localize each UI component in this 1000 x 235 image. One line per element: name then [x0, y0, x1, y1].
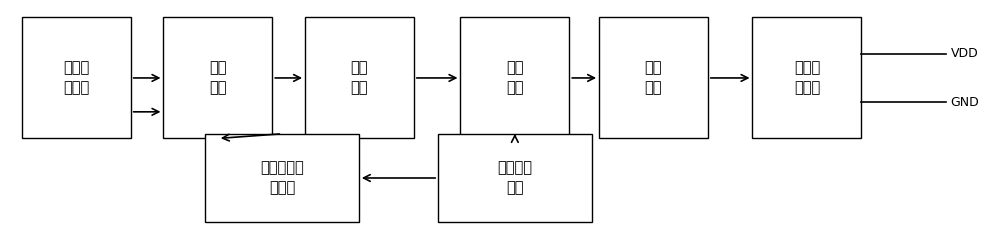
FancyBboxPatch shape	[22, 17, 131, 138]
Text: 开关控制信
号电路: 开关控制信 号电路	[260, 161, 304, 195]
FancyBboxPatch shape	[460, 17, 569, 138]
FancyBboxPatch shape	[752, 17, 861, 138]
FancyBboxPatch shape	[599, 17, 708, 138]
FancyBboxPatch shape	[438, 134, 592, 222]
FancyBboxPatch shape	[163, 17, 272, 138]
FancyBboxPatch shape	[305, 17, 414, 138]
Text: 天线等
效电路: 天线等 效电路	[63, 61, 89, 95]
Text: 能量存
储电路: 能量存 储电路	[794, 61, 820, 95]
Text: VDD: VDD	[950, 47, 978, 60]
Text: GND: GND	[950, 96, 979, 109]
Text: 稳压
电路: 稳压 电路	[645, 61, 662, 95]
FancyBboxPatch shape	[205, 134, 359, 222]
Text: 匹配
电路: 匹配 电路	[209, 61, 227, 95]
Text: 限幅
电路: 限幅 电路	[506, 61, 524, 95]
Text: 电流监测
电路: 电流监测 电路	[497, 161, 532, 195]
Text: 整流
电路: 整流 电路	[351, 61, 368, 95]
